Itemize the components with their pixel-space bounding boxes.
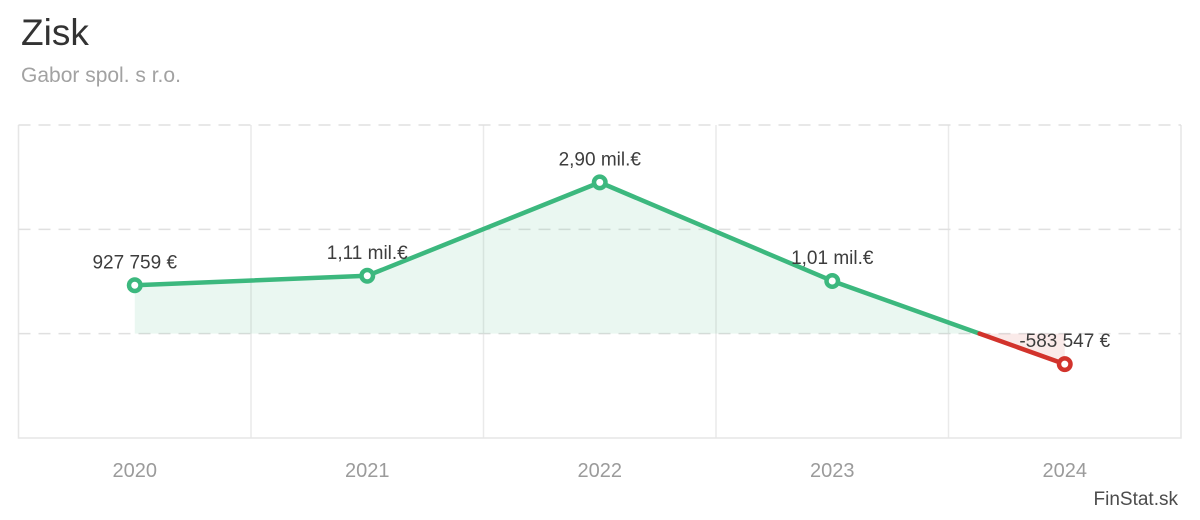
- company-subtitle: Gabor spol. s r.o.: [21, 63, 181, 87]
- data-point-2023[interactable]: [824, 272, 841, 289]
- x-axis-label-2022: 2022: [578, 460, 623, 482]
- data-point-2024[interactable]: [1056, 356, 1073, 373]
- value-label-2024: -583 547 €: [1019, 331, 1110, 352]
- data-point-2022[interactable]: [591, 174, 608, 191]
- value-label-2020: 927 759 €: [92, 252, 177, 273]
- value-label-2023: 1,01 mil.€: [791, 248, 874, 269]
- x-axis-label-2024: 2024: [1043, 460, 1088, 482]
- profit-line-negative: [977, 331, 1067, 367]
- x-axis-label-2020: 2020: [113, 460, 158, 482]
- plot-border: [17, 125, 1182, 439]
- data-point-2021[interactable]: [359, 267, 376, 284]
- finstat-watermark: FinStat.sk: [1093, 489, 1178, 510]
- x-axis-label-2023: 2023: [810, 460, 855, 482]
- data-point-2020[interactable]: [126, 277, 143, 294]
- chart-header: Zisk Gabor spol. s r.o.: [21, 12, 181, 88]
- positive-area: [134, 182, 980, 334]
- page-title: Zisk: [21, 12, 89, 53]
- value-label-2022: 2,90 mil.€: [559, 149, 642, 170]
- x-axis-label-2021: 2021: [345, 460, 390, 482]
- value-label-2021: 1,11 mil.€: [327, 243, 408, 264]
